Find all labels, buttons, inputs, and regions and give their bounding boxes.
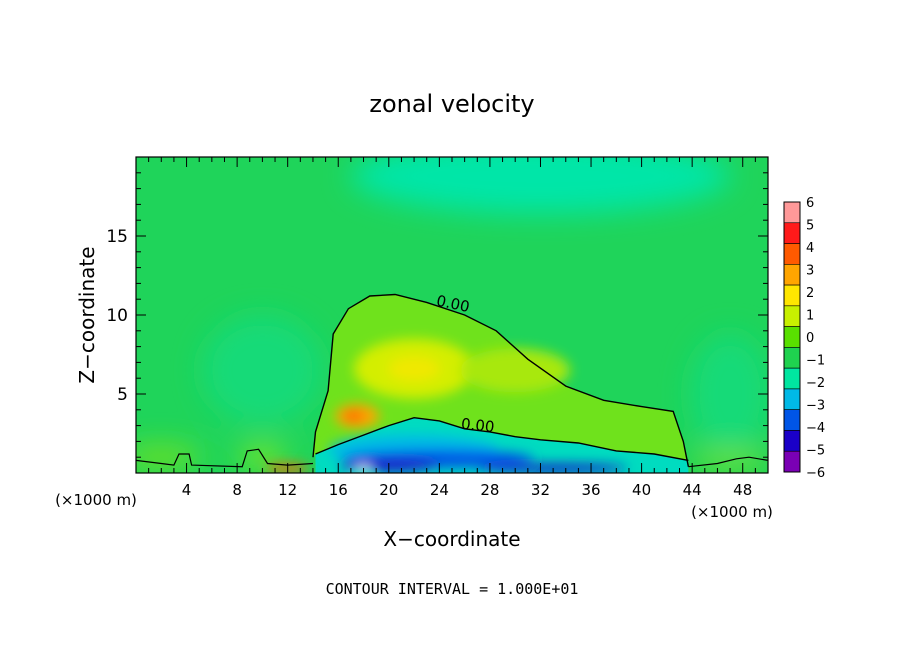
colorbar-swatch [783,409,801,431]
colorbar-swatch [783,388,801,410]
x-unit-left: (×1000 m) [55,491,137,509]
colorbar-label: −1 [806,354,825,369]
x-tick-label: 40 [632,481,651,499]
colorbar-label: −3 [806,399,825,414]
x-axis: 4 8 12 16 20 24 28 32 36 40 44 48 [148,157,756,499]
x-axis-label: X−coordinate [383,527,520,551]
colorbar: 6 5 4 3 2 1 0 −1 −2 −3 −4 −5 −6 [783,196,825,481]
field-jet-negative [350,157,731,214]
contour-surface-right [688,456,768,468]
x-tick-label: 12 [278,481,297,499]
field-positive-core [335,338,571,429]
y-axis: 5 10 15 [106,172,768,458]
x-tick-label: 20 [379,481,398,499]
colorbar-swatch [783,450,801,473]
colorbar-label: −4 [806,421,825,436]
x-tick-label: 32 [531,481,550,499]
colorbar-label: 2 [806,286,814,301]
y-tick-label: 5 [117,385,128,405]
contour-zero-lower [315,416,689,462]
colorbar-swatch [783,222,801,244]
colorbar-swatch [783,201,801,224]
field-surface-mid [238,445,287,470]
x-tick-label: 44 [683,481,702,499]
field-surface-left [136,445,202,470]
colorbar-swatch [783,326,801,348]
colorbar-frame [783,201,801,473]
field-blobs [136,157,768,471]
colorbar-swatch [783,284,801,307]
contour-surface-left [136,448,314,468]
colorbar-swatch [783,243,801,265]
y-axis-label: Z−coordinate [75,246,99,383]
colorbar-label: 5 [806,219,814,234]
field-hotspot-core [343,411,364,422]
x-tick-label: 8 [232,481,242,499]
contour-interval-note: CONTOUR INTERVAL = 1.000E+01 [326,580,579,598]
field-positive-tail [460,348,571,393]
colorbar-swatch [783,264,801,286]
contour-lines [136,293,768,468]
x-tick-label: 36 [581,481,600,499]
colorbar-label: 3 [806,264,814,279]
colorbar-label: −5 [806,444,825,459]
velocity-field [136,157,768,473]
y-tick-label: 10 [106,306,128,326]
y-tick-label: 15 [106,227,128,247]
contour-label: 0.00 [460,415,495,436]
x-tick-label: 48 [733,481,752,499]
colorbar-label: 1 [806,309,814,324]
colorbar-label: −2 [806,376,825,391]
colorbar-swatch [783,367,801,390]
colorbar-swatch [783,430,801,452]
colorbar-label: 6 [806,196,814,211]
x-unit-right: (×1000 m) [691,503,773,521]
x-tick-label: 24 [430,481,449,499]
chart-title: zonal velocity [369,90,534,118]
colorbar-label: −6 [806,466,825,481]
field-eddy-left [202,315,323,426]
field-eddy-right [690,334,768,454]
field-max-inner [388,356,441,381]
colorbar-label: 4 [806,241,814,256]
x-tick-label: 28 [480,481,499,499]
colorbar-swatch [783,305,801,327]
x-tick-label: 4 [182,481,192,499]
colorbar-label: 0 [806,331,814,346]
colorbar-swatch [783,347,801,369]
contour-zero-upper [312,293,690,467]
x-tick-label: 16 [329,481,348,499]
